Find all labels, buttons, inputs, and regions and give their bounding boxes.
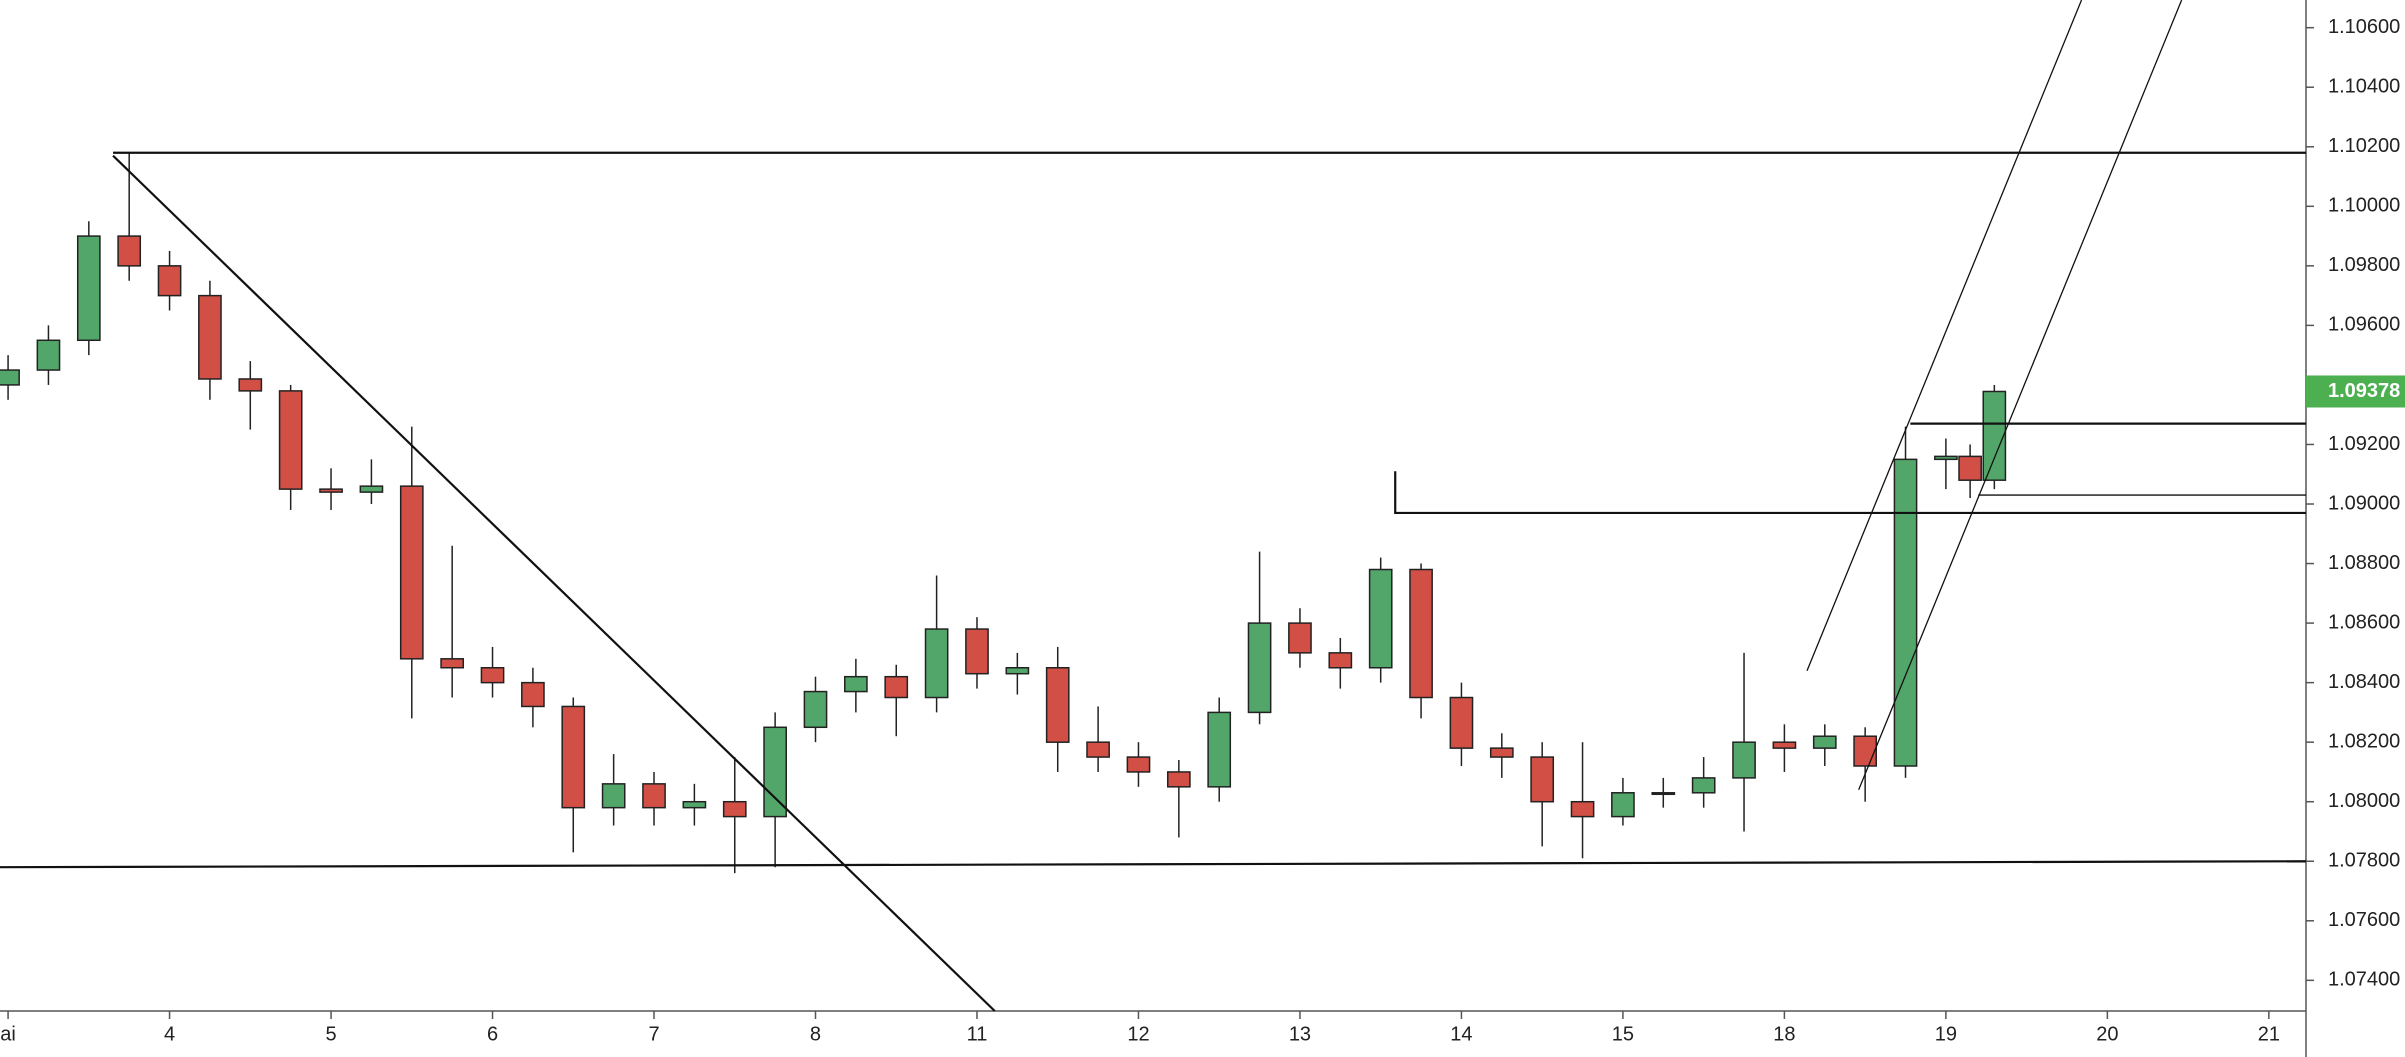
- candle-body: [803, 690, 828, 729]
- candle-body: [1005, 666, 1030, 675]
- y-tick-label: 1.08000: [2328, 790, 2400, 812]
- candle-body: [319, 488, 343, 493]
- y-tick-label: 1.10000: [2328, 195, 2400, 217]
- y-tick-label: 1.08200: [2328, 730, 2400, 752]
- candle-body: [1893, 458, 1918, 767]
- candle-body: [965, 628, 989, 675]
- candle-body: [1288, 622, 1312, 654]
- candle-body: [844, 675, 868, 693]
- candle-body: [157, 265, 182, 297]
- candle-body: [1086, 741, 1110, 758]
- y-tick-label: 1.10400: [2328, 76, 2400, 98]
- y-tick-label: 1.07400: [2328, 969, 2400, 991]
- trend-line: [1806, 0, 2083, 671]
- x-tick-label: 7: [648, 1023, 659, 1045]
- candle-body: [763, 726, 787, 818]
- y-tick-label: 1.09800: [2328, 254, 2400, 276]
- y-tick-label: 1.07600: [2328, 909, 2400, 931]
- candle-body: [1853, 735, 1877, 767]
- x-tick-label: 4: [164, 1023, 175, 1045]
- x-tick-label: 20: [2096, 1023, 2118, 1045]
- candle-body: [1812, 735, 1837, 749]
- candle-body: [1651, 792, 1676, 796]
- trend-line: [0, 860, 2307, 869]
- candle-body: [1691, 777, 1716, 794]
- last-price-label: 1.09378: [2328, 380, 2400, 402]
- x-tick-label: ai: [0, 1023, 16, 1045]
- candle-body: [1982, 390, 2007, 481]
- candle-body: [722, 800, 747, 818]
- candle-body: [1732, 741, 1756, 779]
- candle-body: [642, 783, 666, 809]
- candle-body: [36, 339, 61, 371]
- x-tick-label: 19: [1935, 1023, 1957, 1045]
- candle-body: [1772, 741, 1797, 749]
- candle-body: [1449, 696, 1474, 749]
- candle-body: [480, 666, 505, 684]
- candle-body: [1611, 792, 1635, 818]
- candle-body: [601, 783, 626, 809]
- candle-body: [1570, 800, 1595, 818]
- candle-body: [440, 658, 465, 669]
- x-tick-label: 12: [1127, 1023, 1149, 1045]
- candle-body: [1934, 455, 1958, 461]
- candle-body: [1126, 756, 1151, 773]
- candle-body: [682, 800, 707, 809]
- y-tick-label: 1.07800: [2328, 850, 2400, 872]
- x-tick-label: 14: [1450, 1023, 1472, 1045]
- candle-body: [924, 628, 949, 699]
- candle-body: [238, 378, 263, 392]
- last-price-tag: [2306, 375, 2405, 408]
- y-tick-label: 1.08400: [2328, 671, 2400, 693]
- candle-body: [359, 485, 384, 493]
- candle-body: [1166, 771, 1191, 788]
- candle-body: [1489, 747, 1514, 758]
- candle-body: [1328, 652, 1353, 669]
- candle-body: [198, 294, 222, 380]
- candle-body: [0, 369, 20, 386]
- trend-line: [1394, 471, 2306, 515]
- x-tick-label: 13: [1289, 1023, 1311, 1045]
- y-tick-label: 1.09600: [2328, 314, 2400, 336]
- candle-body: [1207, 711, 1232, 788]
- candle-body: [117, 235, 142, 267]
- y-tick-label: 1.08800: [2328, 552, 2400, 574]
- x-tick-label: 21: [2258, 1023, 2280, 1045]
- y-tick-label: 1.09200: [2328, 433, 2400, 455]
- candle-body: [399, 485, 424, 660]
- candle-body: [1247, 622, 1272, 714]
- x-tick-label: 11: [967, 1023, 988, 1045]
- x-tick-label: 15: [1612, 1023, 1634, 1045]
- candle-body: [1368, 568, 1393, 669]
- x-tick-label: 6: [487, 1023, 498, 1045]
- y-tick-label: 1.09000: [2328, 492, 2400, 514]
- x-tick-label: 8: [810, 1023, 821, 1045]
- candle-body: [884, 675, 909, 699]
- candle-body: [561, 705, 586, 809]
- y-tick-label: 1.08600: [2328, 611, 2400, 633]
- x-tick-label: 18: [1773, 1023, 1795, 1045]
- candle-body: [1958, 455, 1982, 481]
- trend-line: [1858, 0, 2183, 791]
- candle-body: [1045, 666, 1070, 743]
- trend-line: [112, 154, 996, 1012]
- candle-body: [76, 235, 101, 342]
- candle-body: [278, 390, 303, 490]
- x-tick-label: 5: [325, 1023, 336, 1045]
- candle-body: [1409, 568, 1433, 699]
- candle-body: [521, 681, 545, 708]
- y-tick-label: 1.10600: [2328, 16, 2400, 38]
- y-tick-label: 1.10200: [2328, 135, 2400, 157]
- candle-body: [1530, 756, 1555, 803]
